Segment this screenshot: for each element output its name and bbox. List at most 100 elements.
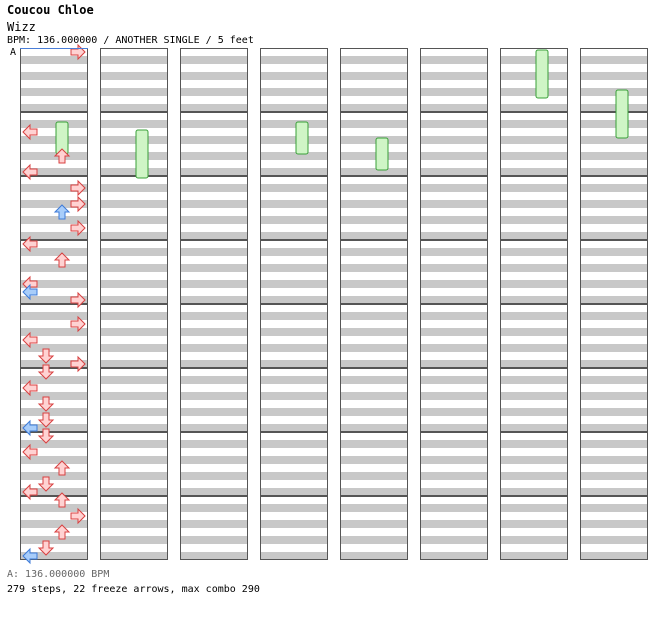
measure-stripe <box>260 72 328 80</box>
measure <box>420 496 488 560</box>
measure <box>180 176 248 240</box>
measure-stripe <box>260 200 328 208</box>
measure-stripe <box>260 376 328 384</box>
measure <box>580 240 648 304</box>
song-info: BPM: 136.000000 / ANOTHER SINGLE / 5 fee… <box>7 35 254 46</box>
measure-border <box>340 432 408 496</box>
left-arrow-icon <box>22 419 38 437</box>
measure-stripe <box>420 184 488 192</box>
measure-stripe <box>260 280 328 288</box>
measure <box>340 496 408 560</box>
measure-stripe <box>500 472 568 480</box>
measure-stripe <box>420 312 488 320</box>
measure-stripe <box>340 440 408 448</box>
measure-stripe <box>100 360 168 368</box>
measure-stripe <box>180 504 248 512</box>
measure-stripe <box>260 504 328 512</box>
right-arrow-icon <box>70 355 86 373</box>
measure-stripe <box>260 520 328 528</box>
measure-stripe <box>420 104 488 112</box>
up-arrow-icon <box>53 252 71 268</box>
measure-stripe <box>500 424 568 432</box>
measure-stripe <box>180 392 248 400</box>
right-arrow-icon <box>70 507 86 525</box>
measure-stripe <box>340 456 408 464</box>
measure-stripe <box>340 552 408 560</box>
right-arrow-icon <box>70 219 86 237</box>
left-arrow-icon <box>22 123 38 141</box>
measure-stripe <box>100 88 168 96</box>
bpm-marker-label: A <box>10 47 17 58</box>
measure-border <box>180 432 248 496</box>
measure-stripe <box>180 424 248 432</box>
measure-stripe <box>180 264 248 272</box>
measure-stripe <box>260 360 328 368</box>
measure-border <box>20 496 88 560</box>
measure-stripe <box>20 504 88 512</box>
measure-stripe <box>420 472 488 480</box>
measure-border <box>340 240 408 304</box>
measure-border <box>340 112 408 176</box>
measure-stripe <box>420 264 488 272</box>
measure-stripe <box>580 184 648 192</box>
measure-stripe <box>420 280 488 288</box>
measure <box>420 240 488 304</box>
measure <box>340 48 408 112</box>
measure <box>580 304 648 368</box>
measure-stripe <box>340 184 408 192</box>
measure-stripe <box>580 200 648 208</box>
measure-stripe <box>580 392 648 400</box>
measure <box>20 432 88 496</box>
measure-stripe <box>260 328 328 336</box>
measure-stripe <box>180 88 248 96</box>
measure-stripe <box>260 152 328 160</box>
measure-stripe <box>180 408 248 416</box>
measure-stripe <box>500 104 568 112</box>
measure-stripe <box>420 200 488 208</box>
measure-stripe <box>580 472 648 480</box>
measure-stripe <box>100 264 168 272</box>
measure-border <box>580 240 648 304</box>
measure <box>420 48 488 112</box>
measure-border <box>260 48 328 112</box>
bpm-summary: A: 136.000000 BPM <box>7 569 110 580</box>
measure <box>180 496 248 560</box>
measure-stripe <box>580 520 648 528</box>
measure-stripe <box>420 408 488 416</box>
measure-border <box>100 496 168 560</box>
measure-stripe <box>500 360 568 368</box>
measure-border <box>100 368 168 432</box>
measure-stripe <box>100 120 168 128</box>
measure-stripe <box>420 296 488 304</box>
measure-stripe <box>580 376 648 384</box>
measure <box>20 304 88 368</box>
measure-stripe <box>500 376 568 384</box>
measure-stripe <box>180 120 248 128</box>
measure <box>340 176 408 240</box>
steps-summary: 279 steps, 22 freeze arrows, max combo 2… <box>7 584 260 595</box>
measure <box>500 368 568 432</box>
measure-stripe <box>580 216 648 224</box>
measure-stripe <box>260 424 328 432</box>
measure-border <box>180 240 248 304</box>
measure-stripe <box>180 296 248 304</box>
measure-stripe <box>100 168 168 176</box>
measure-stripe <box>500 184 568 192</box>
measure-stripe <box>500 392 568 400</box>
measure-border <box>500 496 568 560</box>
measure-stripe <box>420 456 488 464</box>
freeze-arrow-icon <box>615 89 629 139</box>
measure-border <box>20 432 88 496</box>
measure-stripe <box>20 120 88 128</box>
measure <box>180 432 248 496</box>
measure-stripe <box>420 72 488 80</box>
right-arrow-icon <box>70 179 86 197</box>
measure-stripe <box>340 312 408 320</box>
measure-stripe <box>180 536 248 544</box>
measure-stripe <box>500 328 568 336</box>
measure-stripe <box>20 104 88 112</box>
measure-stripe <box>420 328 488 336</box>
left-arrow-icon <box>22 379 38 397</box>
measure-stripe <box>580 120 648 128</box>
measure-stripe <box>340 344 408 352</box>
